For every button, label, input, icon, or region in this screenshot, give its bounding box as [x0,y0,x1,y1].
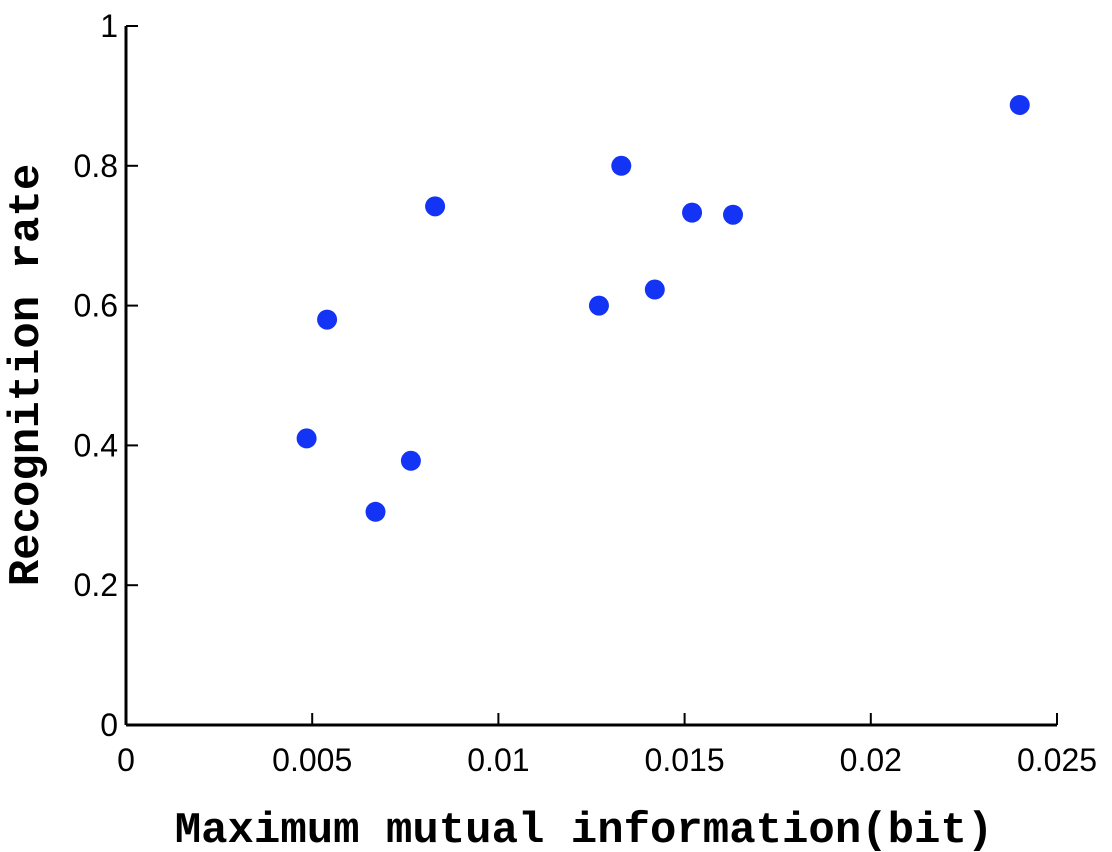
data-point [365,501,386,522]
data-point [425,196,446,217]
x-tick-label: 0.025 [1017,742,1097,778]
y-tick-label: 0.4 [74,427,118,463]
data-point [682,202,703,223]
y-axis-title: Recognition rate [2,164,52,586]
y-tick-label: 1 [100,8,118,44]
data-point [588,295,609,316]
data-point [400,450,421,471]
y-tick-label: 0.6 [74,288,118,324]
y-tick-label: 0.2 [74,567,118,603]
y-ticks: 0 0.2 0.4 0.6 0.8 1 [74,8,138,743]
y-tick-label: 0 [100,707,118,743]
x-tick-label: 0.01 [467,742,529,778]
x-ticks: 0 0.005 0.01 0.015 0.02 0.025 [117,713,1097,778]
data-points [296,94,1030,522]
axes [124,26,1057,727]
x-tick-label: 0.02 [840,742,902,778]
x-tick-label: 0.005 [272,742,352,778]
x-axis-title: Maximum mutual information(bit) [175,806,994,852]
y-tick-label: 0.8 [74,148,118,184]
data-point [296,428,317,449]
x-tick-label: 0.015 [645,742,725,778]
x-tick-label: 0 [117,742,135,778]
data-point [723,204,744,225]
data-point [611,155,632,176]
data-point [317,309,338,330]
data-point [644,279,665,300]
data-point [1009,94,1030,115]
